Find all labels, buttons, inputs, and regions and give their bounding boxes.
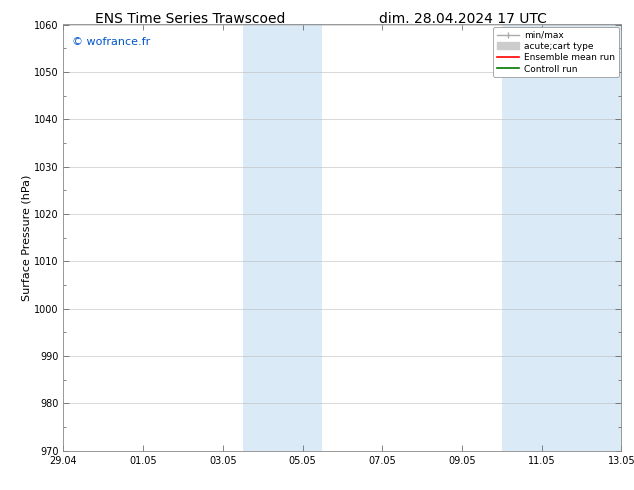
Text: © wofrance.fr: © wofrance.fr xyxy=(72,37,150,48)
Text: ENS Time Series Trawscoed: ENS Time Series Trawscoed xyxy=(95,12,285,26)
Bar xyxy=(243,24,323,451)
Legend: min/max, acute;cart type, Ensemble mean run, Controll run: min/max, acute;cart type, Ensemble mean … xyxy=(493,27,619,77)
Text: dim. 28.04.2024 17 UTC: dim. 28.04.2024 17 UTC xyxy=(379,12,547,26)
Y-axis label: Surface Pressure (hPa): Surface Pressure (hPa) xyxy=(21,174,31,301)
Bar xyxy=(501,24,621,451)
